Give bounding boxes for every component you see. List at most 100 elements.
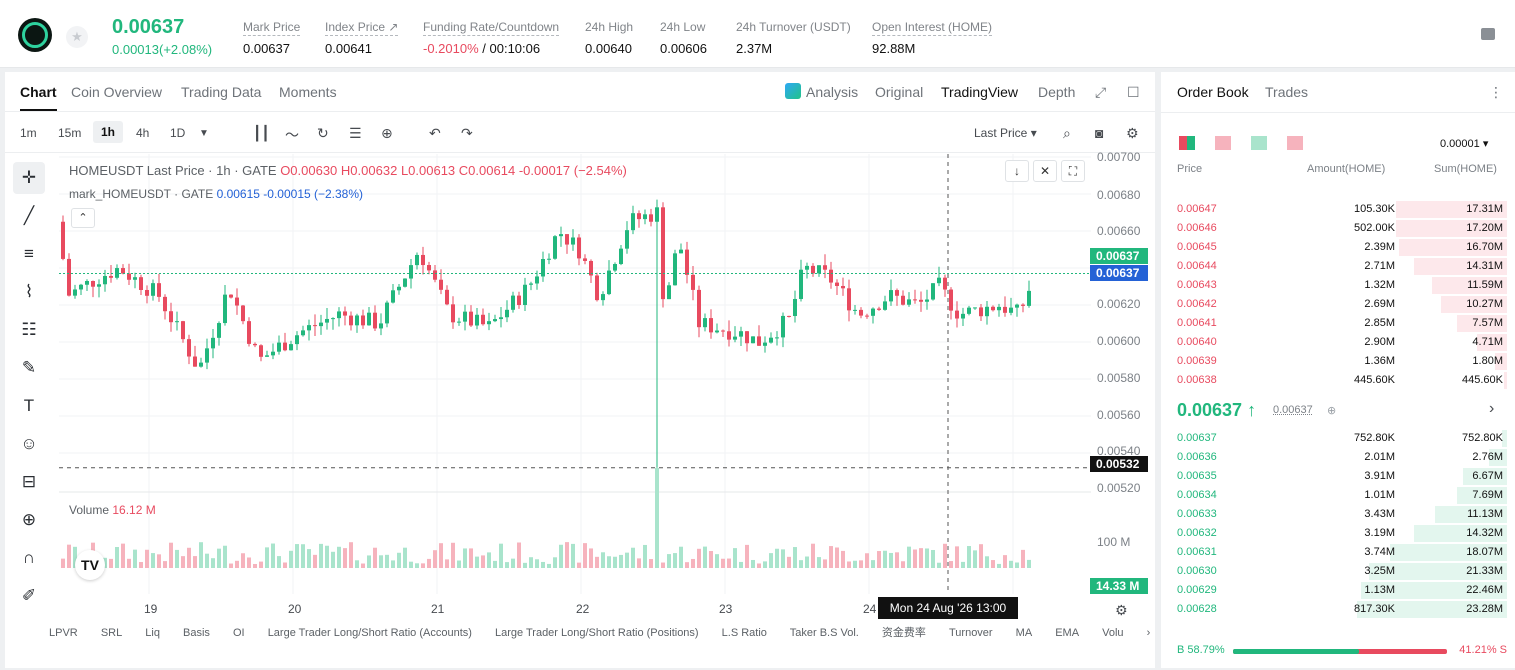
chevron-right-icon[interactable]: › bbox=[1489, 400, 1495, 417]
row-amount: 752.80K bbox=[1354, 432, 1395, 444]
ask-row[interactable]: 0.00638 445.60K 445.60K bbox=[1169, 371, 1507, 390]
candle-body bbox=[1003, 306, 1007, 313]
collapse-legend-button[interactable]: ⌃ bbox=[71, 208, 95, 228]
magnet-icon[interactable]: ∩ bbox=[22, 548, 36, 567]
book-icon[interactable] bbox=[1481, 28, 1495, 40]
ask-row[interactable]: 0.00646 502.00K 17.20M bbox=[1169, 219, 1507, 238]
chevron-down-icon[interactable]: ▼ bbox=[199, 128, 209, 139]
tab-chart[interactable]: Chart bbox=[20, 84, 57, 111]
fullscreen-icon[interactable]: ⛶ bbox=[1061, 160, 1085, 182]
tab-original[interactable]: Original bbox=[875, 84, 924, 100]
tf-1h[interactable]: 1h bbox=[93, 121, 124, 143]
indicator-item[interactable]: OI bbox=[233, 627, 245, 639]
text-icon[interactable]: T bbox=[23, 396, 35, 415]
tf-1d[interactable]: 1D bbox=[170, 126, 186, 140]
ruler-icon[interactable]: ⊟ bbox=[21, 472, 37, 491]
search-icon[interactable]: ⌕ bbox=[1063, 125, 1071, 141]
view-both-icon[interactable] bbox=[1179, 136, 1195, 150]
view-alt-icon[interactable] bbox=[1287, 136, 1303, 150]
candle-body bbox=[901, 295, 905, 305]
crosshair-icon[interactable]: ✛ bbox=[13, 162, 45, 194]
ask-row[interactable]: 0.00642 2.69M 10.27M bbox=[1169, 295, 1507, 314]
tab-order-book[interactable]: Order Book bbox=[1177, 84, 1249, 100]
indicator-item[interactable]: Large Trader Long/Short Ratio (Accounts) bbox=[267, 627, 472, 639]
bid-row[interactable]: 0.00629 1.13M 22.46M bbox=[1169, 581, 1507, 600]
brush-icon[interactable]: ✎ bbox=[21, 358, 37, 377]
more-icon[interactable]: ⋮ bbox=[1489, 84, 1503, 100]
bid-row[interactable]: 0.00630 3.25M 21.33M bbox=[1169, 562, 1507, 581]
ask-row[interactable]: 0.00639 1.36M 1.80M bbox=[1169, 352, 1507, 371]
indicators-icon[interactable]: 〜 bbox=[285, 127, 299, 143]
indicator-item[interactable]: LPVR bbox=[49, 627, 78, 639]
zoom-in-icon[interactable]: ⊕ bbox=[21, 510, 37, 529]
settings-list-icon[interactable]: ☰ bbox=[349, 125, 362, 141]
window-icon[interactable]: ☐ bbox=[1127, 84, 1140, 100]
axis-tick: 0.00580 bbox=[1097, 371, 1141, 385]
ask-row[interactable]: 0.00644 2.71M 14.31M bbox=[1169, 257, 1507, 276]
indicator-item[interactable]: Turnover bbox=[948, 627, 993, 639]
tf-15m[interactable]: 15m bbox=[58, 126, 82, 140]
indicator-item[interactable]: Basis bbox=[183, 627, 210, 639]
gear-icon[interactable]: ⚙ bbox=[1126, 125, 1139, 141]
refresh-icon[interactable]: ↻ bbox=[317, 125, 329, 141]
camera-icon[interactable]: ◙ bbox=[1095, 125, 1104, 141]
indicator-item[interactable]: SRL bbox=[100, 627, 123, 639]
candle-body bbox=[961, 313, 965, 319]
volume-bar bbox=[175, 549, 179, 568]
pattern-icon[interactable]: ⌇ bbox=[24, 282, 34, 301]
tab-tradingview[interactable]: TradingView bbox=[941, 84, 1019, 100]
ask-row[interactable]: 0.00645 2.39M 16.70M bbox=[1169, 238, 1507, 257]
tab-depth[interactable]: Depth bbox=[1038, 84, 1076, 100]
bid-row[interactable]: 0.00637 752.80K 752.80K bbox=[1169, 429, 1507, 448]
candlestick-chart[interactable] bbox=[59, 154, 1091, 594]
scroll-down-icon[interactable]: ↓ bbox=[1005, 160, 1029, 182]
bid-row[interactable]: 0.00632 3.19M 14.32M bbox=[1169, 524, 1507, 543]
horizontal-lines-icon[interactable]: ≡ bbox=[24, 244, 34, 263]
tab-analysis[interactable]: Analysis bbox=[806, 84, 859, 100]
bid-row[interactable]: 0.00636 2.01M 2.76M bbox=[1169, 448, 1507, 467]
candle-body bbox=[715, 330, 719, 333]
stat-index-price[interactable]: Index Price ↗ 0.00641 bbox=[325, 20, 399, 56]
ask-row[interactable]: 0.00640 2.90M 4.71M bbox=[1169, 333, 1507, 352]
pencil-icon[interactable]: ✐ bbox=[21, 586, 37, 605]
indicator-item[interactable]: Large Trader Long/Short Ratio (Positions… bbox=[494, 627, 699, 639]
trendline-icon[interactable]: ╱ bbox=[23, 206, 35, 225]
bid-row[interactable]: 0.00633 3.43M 11.13M bbox=[1169, 505, 1507, 524]
collapse-icon[interactable]: ✕ bbox=[1033, 160, 1057, 182]
bid-row[interactable]: 0.00635 3.91M 6.67M bbox=[1169, 467, 1507, 486]
view-bids-icon[interactable] bbox=[1251, 136, 1267, 150]
favorite-star-icon[interactable]: ★ bbox=[66, 26, 88, 48]
price-source-select[interactable]: Last Price ▾ bbox=[974, 126, 1037, 140]
info-icon[interactable]: ⊕ bbox=[1327, 405, 1337, 417]
tf-1m[interactable]: 1m bbox=[20, 126, 37, 140]
bid-row[interactable]: 0.00631 3.74M 18.07M bbox=[1169, 543, 1507, 562]
expand-icon[interactable]: ⤢ bbox=[1095, 84, 1107, 100]
indicator-item[interactable]: MA bbox=[1015, 627, 1033, 639]
bid-row[interactable]: 0.00628 817.30K 23.28M bbox=[1169, 600, 1507, 619]
tf-4h[interactable]: 4h bbox=[136, 126, 150, 140]
indicator-item[interactable]: Taker B.S Vol. bbox=[789, 627, 859, 639]
candle-type-icon[interactable]: ┃┃ bbox=[253, 125, 270, 141]
chart-settings-icon[interactable]: ⚙ bbox=[1115, 602, 1128, 618]
indicator-item[interactable]: 资金费率 bbox=[881, 627, 926, 639]
bid-row[interactable]: 0.00634 1.01M 7.69M bbox=[1169, 486, 1507, 505]
redo-icon[interactable]: ↷ bbox=[461, 125, 473, 141]
add-icon[interactable]: ⊕ bbox=[381, 125, 393, 141]
fib-icon[interactable]: ☷ bbox=[21, 320, 37, 339]
ask-row[interactable]: 0.00647 105.30K 17.31M bbox=[1169, 200, 1507, 219]
indicator-item[interactable]: EMA bbox=[1055, 627, 1080, 639]
tab-trades[interactable]: Trades bbox=[1265, 84, 1309, 100]
undo-icon[interactable]: ↶ bbox=[429, 125, 441, 141]
tab-trading-data[interactable]: Trading Data bbox=[181, 84, 262, 100]
ask-row[interactable]: 0.00643 1.32M 11.59M bbox=[1169, 276, 1507, 295]
emoji-icon[interactable]: ☺ bbox=[20, 434, 38, 453]
indicator-item[interactable]: Liq bbox=[145, 627, 160, 639]
indicator-item[interactable]: L.S Ratio bbox=[721, 627, 767, 639]
indicator-item[interactable]: Volu bbox=[1102, 627, 1124, 639]
precision-select[interactable]: 0.00001 ▾ bbox=[1440, 138, 1489, 150]
ask-row[interactable]: 0.00641 2.85M 7.57M bbox=[1169, 314, 1507, 333]
tab-coin-overview[interactable]: Coin Overview bbox=[71, 84, 163, 100]
view-asks-icon[interactable] bbox=[1215, 136, 1231, 150]
tab-moments[interactable]: Moments bbox=[279, 84, 337, 100]
chevron-right-icon[interactable]: › bbox=[1146, 627, 1151, 639]
